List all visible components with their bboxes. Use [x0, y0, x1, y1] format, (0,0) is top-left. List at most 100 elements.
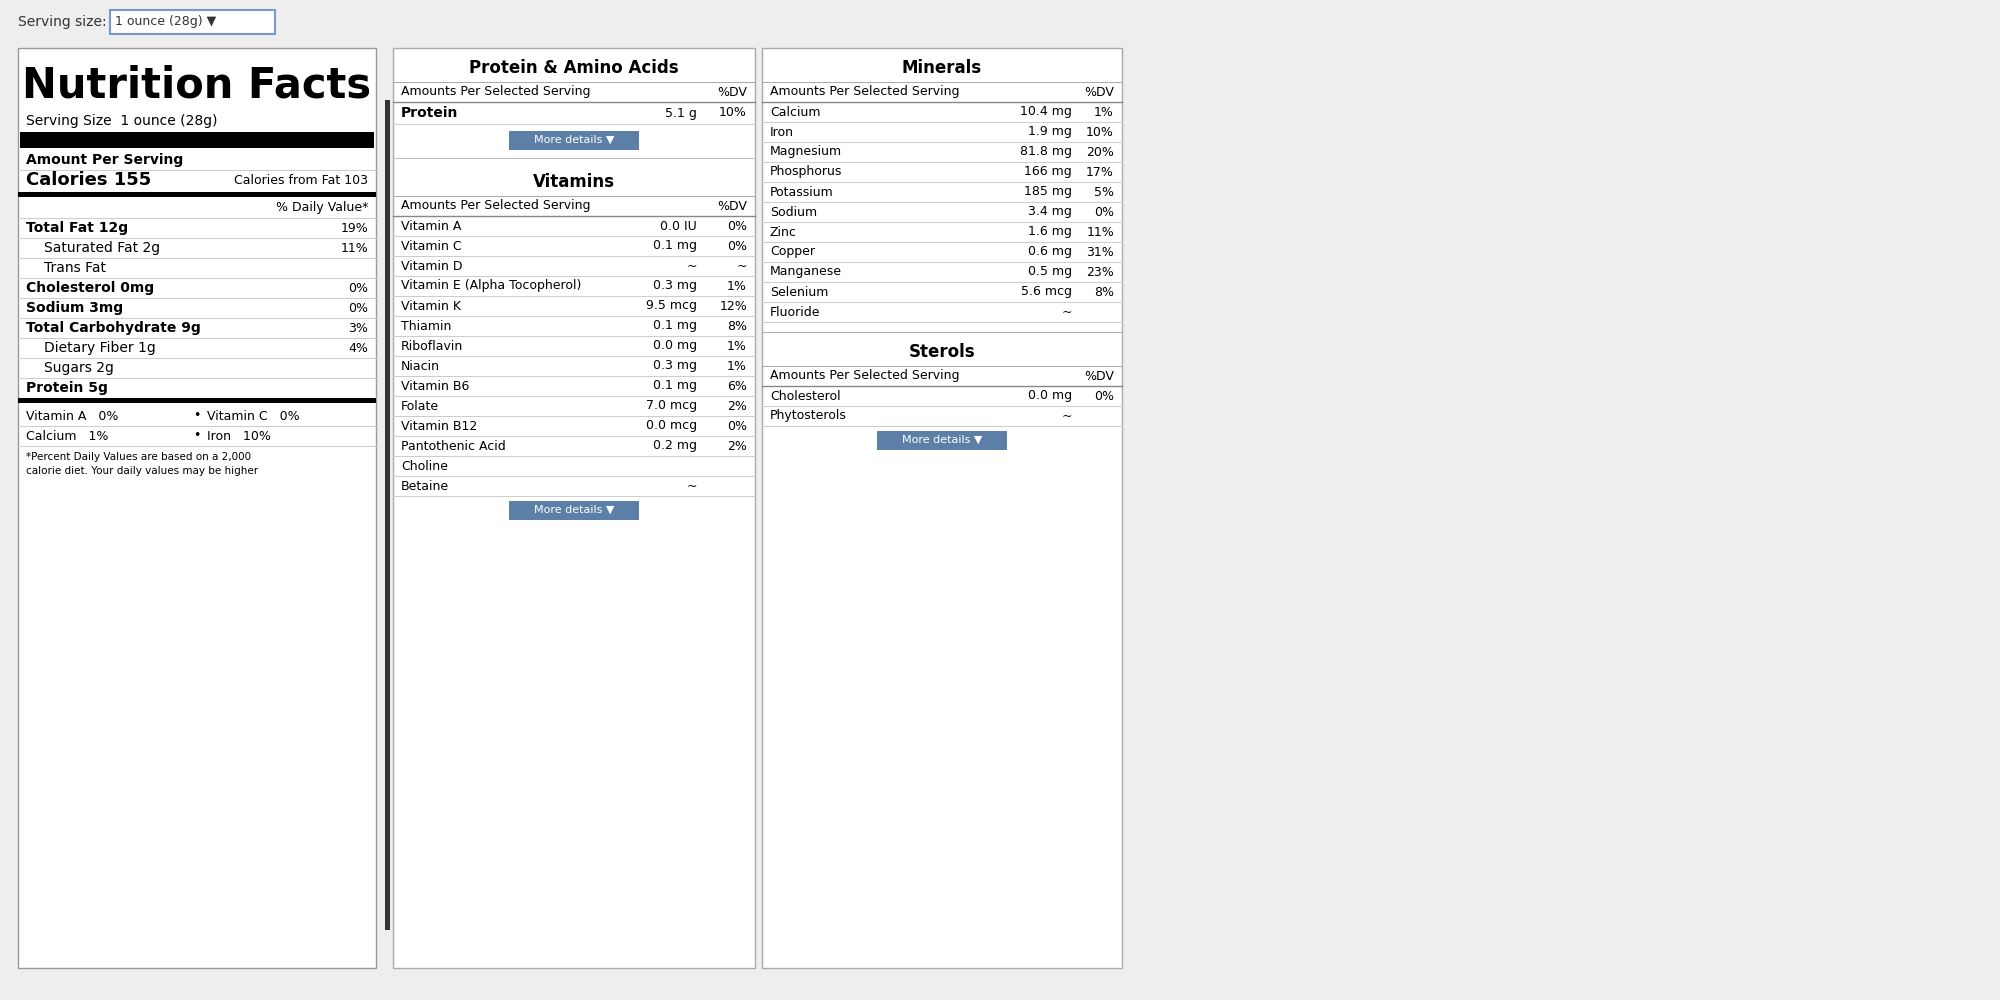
Text: Sodium 3mg: Sodium 3mg [26, 301, 124, 315]
Text: Thiamin: Thiamin [400, 320, 452, 332]
Text: Serving size:: Serving size: [18, 15, 106, 29]
Text: Calcium   1%: Calcium 1% [26, 430, 108, 442]
Text: 185 mg: 185 mg [1024, 186, 1072, 198]
Text: Vitamin E (Alpha Tocopherol): Vitamin E (Alpha Tocopherol) [400, 279, 582, 292]
Text: Minerals: Minerals [902, 59, 982, 77]
Text: 0%: 0% [728, 239, 748, 252]
Text: 5.6 mcg: 5.6 mcg [1022, 286, 1072, 298]
Text: 0.0 mg: 0.0 mg [1028, 389, 1072, 402]
Text: 19%: 19% [340, 222, 368, 234]
Text: 3%: 3% [348, 322, 368, 334]
Text: Vitamins: Vitamins [532, 173, 616, 191]
Bar [18, 398, 376, 403]
Text: 0%: 0% [348, 302, 368, 314]
Text: Folate: Folate [400, 399, 440, 412]
Text: 1%: 1% [728, 360, 748, 372]
Text: 1 ounce (28g) ▼: 1 ounce (28g) ▼ [116, 15, 216, 28]
Text: Phytosterols: Phytosterols [770, 410, 846, 422]
Text: 1.9 mg: 1.9 mg [1028, 125, 1072, 138]
Bar [508, 130, 640, 149]
Text: Protein & Amino Acids: Protein & Amino Acids [470, 59, 678, 77]
Text: 20%: 20% [1086, 145, 1114, 158]
Text: 11%: 11% [340, 241, 368, 254]
Text: Amounts Per Selected Serving: Amounts Per Selected Serving [400, 86, 590, 99]
Text: 0%: 0% [728, 220, 748, 232]
Text: 10%: 10% [720, 106, 748, 119]
Text: 0.3 mg: 0.3 mg [652, 279, 698, 292]
Text: Selenium: Selenium [770, 286, 828, 298]
Text: More details ▼: More details ▼ [902, 435, 982, 445]
Text: 0.1 mg: 0.1 mg [652, 320, 698, 332]
Text: 0.6 mg: 0.6 mg [1028, 245, 1072, 258]
Bar [20, 132, 374, 148]
Text: ~: ~ [736, 259, 748, 272]
Text: 12%: 12% [720, 300, 748, 312]
Text: 0%: 0% [728, 420, 748, 432]
Text: 17%: 17% [1086, 165, 1114, 178]
Text: Amounts Per Selected Serving: Amounts Per Selected Serving [770, 369, 960, 382]
Text: Vitamin C   0%: Vitamin C 0% [208, 410, 300, 422]
Text: Calories from Fat 103: Calories from Fat 103 [234, 174, 368, 186]
Text: 0.0 mg: 0.0 mg [652, 340, 698, 353]
Text: %DV: %DV [1084, 86, 1114, 99]
Text: 0%: 0% [1094, 206, 1114, 219]
Text: Amounts Per Selected Serving: Amounts Per Selected Serving [770, 86, 960, 99]
Text: Vitamin B6: Vitamin B6 [400, 379, 470, 392]
Text: 2%: 2% [728, 399, 748, 412]
Text: Niacin: Niacin [400, 360, 440, 372]
Text: Betaine: Betaine [400, 480, 450, 492]
Text: 166 mg: 166 mg [1024, 165, 1072, 178]
Text: Pantothenic Acid: Pantothenic Acid [400, 440, 506, 452]
Text: *Percent Daily Values are based on a 2,000
calorie diet. Your daily values may b: *Percent Daily Values are based on a 2,0… [26, 452, 258, 476]
Text: 0.3 mg: 0.3 mg [652, 360, 698, 372]
Bar [18, 48, 376, 968]
Text: 11%: 11% [1086, 226, 1114, 238]
Text: Vitamin K: Vitamin K [400, 300, 460, 312]
Text: 31%: 31% [1086, 245, 1114, 258]
Text: Vitamin A: Vitamin A [400, 220, 462, 232]
Text: ~: ~ [1062, 306, 1072, 318]
Text: 0.0 mcg: 0.0 mcg [646, 420, 698, 432]
Text: Serving Size  1 ounce (28g): Serving Size 1 ounce (28g) [26, 114, 218, 128]
Text: Amount Per Serving: Amount Per Serving [26, 153, 184, 167]
Text: %DV: %DV [718, 200, 748, 213]
Text: 6%: 6% [728, 379, 748, 392]
Text: Protein: Protein [400, 106, 458, 120]
Text: Dietary Fiber 1g: Dietary Fiber 1g [44, 341, 156, 355]
Text: Iron: Iron [770, 125, 794, 138]
Text: Potassium: Potassium [770, 186, 834, 198]
Text: 1%: 1% [728, 279, 748, 292]
Text: Trans Fat: Trans Fat [44, 261, 106, 275]
Text: •: • [194, 410, 200, 422]
Text: 5.1 g: 5.1 g [666, 106, 698, 119]
Text: Vitamin C: Vitamin C [400, 239, 462, 252]
Bar [392, 48, 756, 968]
Text: Calories 155: Calories 155 [26, 171, 152, 189]
Text: 0%: 0% [1094, 389, 1114, 402]
Text: 0.5 mg: 0.5 mg [1028, 265, 1072, 278]
Text: 3.4 mg: 3.4 mg [1028, 206, 1072, 219]
Text: 1%: 1% [1094, 105, 1114, 118]
Text: Sugars 2g: Sugars 2g [44, 361, 114, 375]
Text: Choline: Choline [400, 460, 448, 473]
Text: Cholesterol: Cholesterol [770, 389, 840, 402]
Text: Vitamin D: Vitamin D [400, 259, 462, 272]
Text: More details ▼: More details ▼ [534, 135, 614, 145]
Text: Sodium: Sodium [770, 206, 818, 219]
Text: 10%: 10% [1086, 125, 1114, 138]
Text: 1%: 1% [728, 340, 748, 353]
Text: Phosphorus: Phosphorus [770, 165, 842, 178]
Text: 0.1 mg: 0.1 mg [652, 379, 698, 392]
Bar [762, 48, 1122, 968]
Text: ~: ~ [1062, 410, 1072, 422]
Text: Copper: Copper [770, 245, 816, 258]
Bar [110, 10, 276, 34]
Text: Sterols: Sterols [908, 343, 976, 361]
Text: Zinc: Zinc [770, 226, 796, 238]
Text: ~: ~ [686, 480, 698, 492]
Text: 4%: 4% [348, 342, 368, 355]
Text: Total Fat 12g: Total Fat 12g [26, 221, 128, 235]
Bar [508, 500, 640, 520]
Text: 0.2 mg: 0.2 mg [652, 440, 698, 452]
Text: 2%: 2% [728, 440, 748, 452]
